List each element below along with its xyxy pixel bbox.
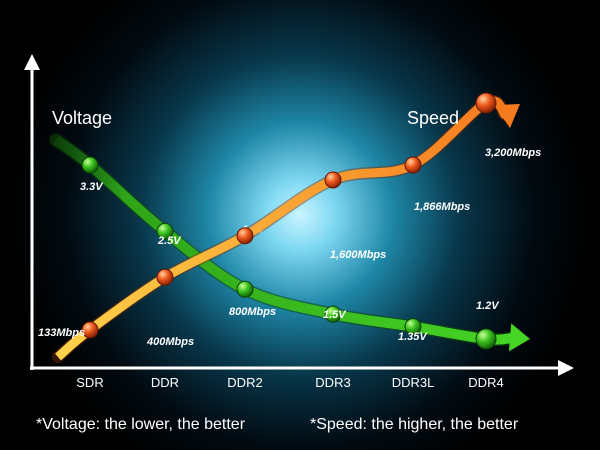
x-axis-arrow	[558, 360, 574, 376]
voltage-data-label: 1.2V	[476, 300, 500, 312]
speed-series: 133Mbps 400Mbps 800Mbps 1,600Mbps 1,866Mbps 3…	[38, 92, 541, 363]
speed-point	[156, 268, 174, 286]
voltage-data-label: 1.35V	[398, 331, 428, 343]
speed-data-label: 1,600Mbps	[330, 249, 386, 261]
speed-point	[475, 92, 497, 114]
speed-data-label: 3,200Mbps	[485, 147, 541, 159]
speed-data-label: 800Mbps	[229, 306, 276, 318]
voltage-line	[53, 135, 513, 345]
speed-data-label: 400Mbps	[146, 336, 194, 348]
voltage-arrow-head	[508, 323, 530, 352]
voltage-point	[236, 280, 254, 298]
speed-arrow-head	[493, 104, 520, 129]
speed-data-label: 133Mbps	[38, 327, 85, 339]
speed-point	[81, 321, 99, 339]
voltage-series-name: Voltage	[52, 108, 112, 128]
voltage-point	[404, 318, 422, 336]
x-tick-labels: SDR DDR DDR2 DDR3 DDR3L DDR4	[76, 375, 503, 390]
voltage-footnote: *Voltage: the lower, the better	[36, 416, 246, 433]
speed-data-label: 1,866Mbps	[414, 201, 470, 213]
voltage-point	[81, 156, 99, 174]
y-axis-arrow	[24, 54, 40, 70]
speed-point	[324, 171, 342, 189]
voltage-point	[324, 305, 342, 323]
voltage-point	[156, 222, 174, 240]
x-tick-ddr3l: DDR3L	[392, 375, 435, 390]
speed-point	[404, 156, 422, 174]
axes	[24, 54, 574, 376]
x-tick-ddr: DDR	[151, 375, 179, 390]
speed-footnote: *Speed: the higher, the better	[310, 416, 519, 433]
x-tick-ddr2: DDR2	[227, 375, 262, 390]
speed-line	[55, 96, 509, 361]
x-tick-ddr4: DDR4	[468, 375, 503, 390]
voltage-point	[475, 328, 497, 350]
voltage-data-label: 1.5V	[323, 309, 347, 321]
voltage-data-label: 3.3V	[80, 181, 104, 193]
speed-point	[236, 227, 254, 245]
x-tick-sdr: SDR	[76, 375, 103, 390]
x-tick-ddr3: DDR3	[315, 375, 350, 390]
voltage-data-label: 2.5V	[157, 235, 182, 247]
speed-series-name: Speed	[407, 108, 459, 128]
